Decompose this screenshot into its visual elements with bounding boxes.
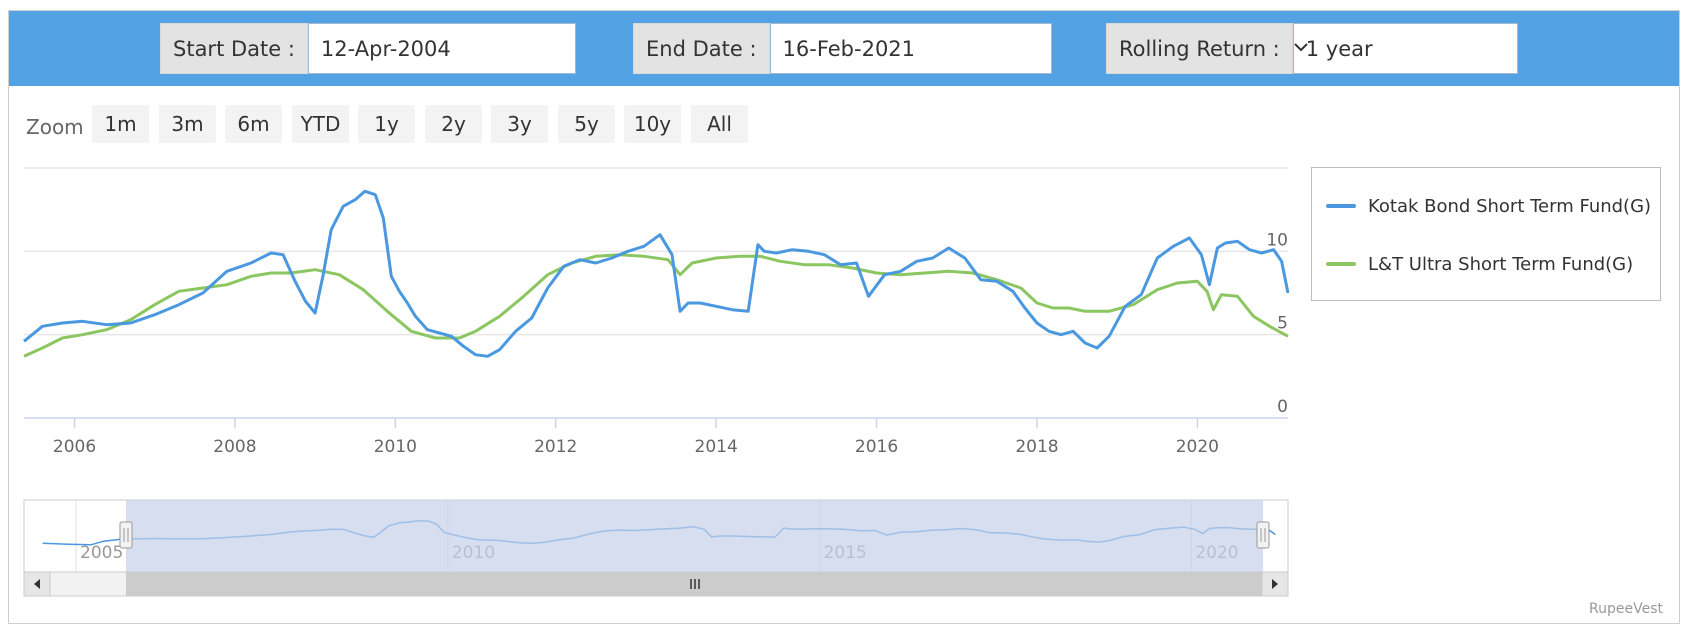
chevron-down-icon — [1294, 43, 1308, 52]
navigator-right-handle[interactable] — [1256, 521, 1270, 549]
end-date-input[interactable]: 16-Feb-2021 — [769, 23, 1052, 74]
x-tick-label: 2008 — [213, 437, 256, 457]
series-line-kotak[interactable] — [23, 189, 1290, 358]
navigator-selection[interactable] — [126, 500, 1263, 572]
zoom-all-button[interactable]: All — [691, 105, 748, 143]
start-date-input[interactable]: 12-Apr-2004 — [307, 23, 576, 74]
rolling-return-label: Rolling Return : — [1106, 23, 1293, 74]
zoom-label: Zoom — [26, 115, 84, 139]
legend-swatch-lt — [1326, 262, 1356, 266]
zoom-10y-button[interactable]: 10y — [624, 105, 681, 143]
date-controls-bar: Start Date : 12-Apr-2004 End Date : 16-F… — [9, 11, 1679, 86]
navigator-left-handle[interactable] — [119, 521, 133, 549]
zoom-2y-button[interactable]: 2y — [425, 105, 482, 143]
start-date-field: Start Date : 12-Apr-2004 — [160, 23, 576, 74]
legend-item-lt[interactable]: L&T Ultra Short Term Fund(G) — [1326, 250, 1633, 278]
zoom-ytd-button[interactable]: YTD — [292, 105, 349, 143]
x-tick-label: 2014 — [695, 437, 738, 457]
legend-swatch-kotak — [1326, 204, 1356, 208]
zoom-5y-button[interactable]: 5y — [558, 105, 615, 143]
x-tick-label: 2018 — [1015, 437, 1058, 457]
zoom-1y-button[interactable]: 1y — [358, 105, 415, 143]
arrow-left-icon — [34, 579, 40, 589]
rolling-return-field: Rolling Return : 1 year — [1106, 23, 1518, 74]
start-date-label: Start Date : — [160, 23, 308, 74]
zoom-6m-button[interactable]: 6m — [225, 105, 282, 143]
x-tick-label: 2006 — [53, 437, 96, 457]
credit-text[interactable]: RupeeVest — [1589, 601, 1663, 617]
end-date-field: End Date : 16-Feb-2021 — [633, 23, 1052, 74]
x-tick-label: 2012 — [534, 437, 577, 457]
x-tick-label: 2010 — [374, 437, 417, 457]
zoom-3y-button[interactable]: 3y — [491, 105, 548, 143]
rolling-return-value: 1 year — [1305, 37, 1373, 61]
y-tick-label: 5 — [1277, 314, 1288, 334]
chart-legend: Kotak Bond Short Term Fund(G) L&T Ultra … — [1311, 167, 1661, 301]
x-tick-label: 2016 — [855, 437, 898, 457]
zoom-3m-button[interactable]: 3m — [159, 105, 216, 143]
navigator-tick-label: 2005 — [80, 543, 123, 563]
zoom-1m-button[interactable]: 1m — [92, 105, 149, 143]
series-line-lt[interactable] — [23, 253, 1289, 358]
legend-label-lt: L&T Ultra Short Term Fund(G) — [1368, 253, 1634, 275]
y-tick-label: 10 — [1266, 230, 1288, 250]
y-tick-label: 0 — [1277, 397, 1288, 417]
end-date-label: End Date : — [633, 23, 770, 74]
legend-label-kotak: Kotak Bond Short Term Fund(G) — [1368, 195, 1652, 217]
legend-item-kotak[interactable]: Kotak Bond Short Term Fund(G) — [1326, 192, 1651, 220]
x-tick-label: 2020 — [1176, 437, 1219, 457]
rolling-return-select[interactable]: 1 year — [1292, 23, 1518, 74]
arrow-right-icon — [1272, 579, 1278, 589]
